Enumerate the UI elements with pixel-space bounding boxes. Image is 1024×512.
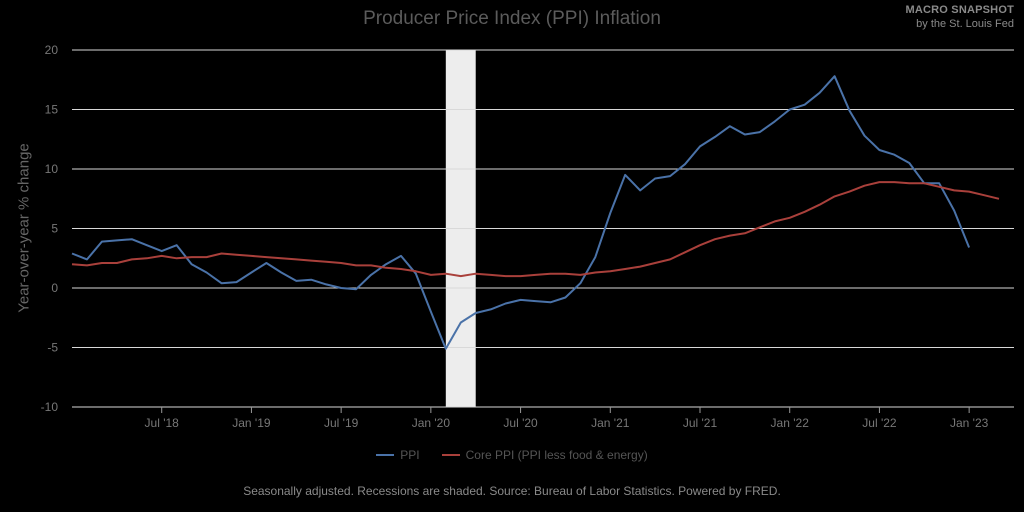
brand-name: MACRO SNAPSHOT bbox=[905, 4, 1014, 16]
legend-label-core-ppi: Core PPI (PPI less food & energy) bbox=[465, 448, 648, 462]
y-tick-label: -5 bbox=[47, 341, 58, 355]
y-axis-label: Year-over-year % change bbox=[15, 143, 33, 313]
y-tick-label: 0 bbox=[51, 281, 58, 295]
legend-swatch-core-ppi bbox=[441, 454, 460, 456]
x-tick-label: Jul '22 bbox=[862, 416, 897, 430]
series-line-core-ppi bbox=[71, 181, 1000, 278]
x-tick-label: Jul '20 bbox=[503, 416, 538, 430]
x-tick-label: Jul '21 bbox=[683, 416, 718, 430]
y-tick-label: 5 bbox=[51, 222, 58, 236]
legend-swatch-ppi bbox=[376, 454, 395, 456]
x-tick-label: Jul '19 bbox=[324, 416, 359, 430]
y-tick-label: 10 bbox=[45, 162, 59, 176]
x-tick-label: Jan '23 bbox=[950, 416, 989, 430]
x-tick-label: Jul '18 bbox=[145, 416, 180, 430]
x-tick-label: Jan '22 bbox=[771, 416, 810, 430]
legend-item-ppi[interactable]: PPI bbox=[376, 448, 420, 462]
x-tick-label: Jan '20 bbox=[412, 416, 451, 430]
chart-title: Producer Price Index (PPI) Inflation bbox=[363, 8, 661, 29]
y-tick-label: -10 bbox=[41, 400, 59, 414]
y-tick-label: 15 bbox=[45, 103, 59, 117]
x-tick-label: Jan '21 bbox=[591, 416, 630, 430]
brand-subtitle: by the St. Louis Fed bbox=[916, 18, 1014, 30]
footer-note: Seasonally adjusted. Recessions are shad… bbox=[243, 484, 781, 498]
series-line-ppi bbox=[71, 75, 971, 350]
legend-item-core-ppi[interactable]: Core PPI (PPI less food & energy) bbox=[441, 448, 648, 462]
x-tick-label: Jan '19 bbox=[232, 416, 271, 430]
legend: PPI Core PPI (PPI less food & energy) bbox=[0, 448, 1024, 462]
brand-block: MACRO SNAPSHOT by the St. Louis Fed bbox=[905, 4, 1014, 30]
legend-label-ppi: PPI bbox=[400, 448, 420, 462]
y-tick-label: 20 bbox=[45, 43, 59, 57]
